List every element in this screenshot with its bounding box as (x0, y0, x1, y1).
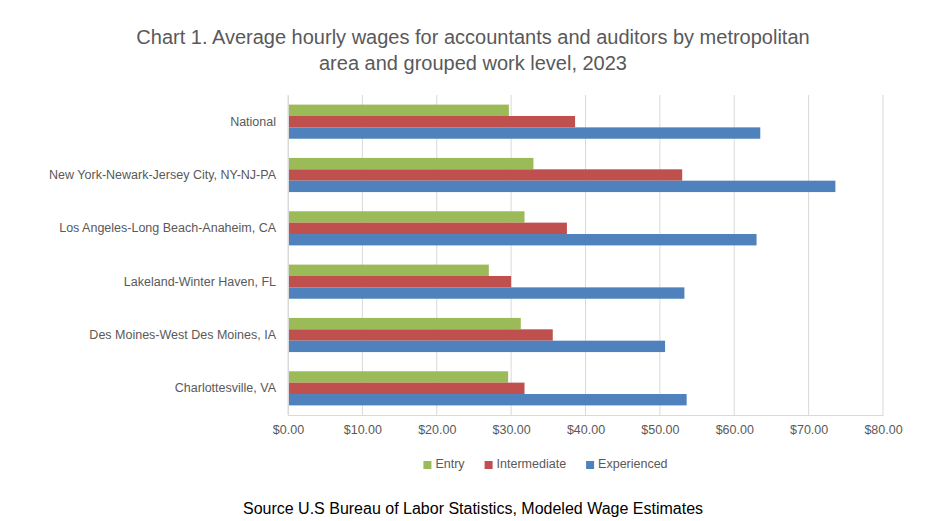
grid-line (511, 95, 512, 415)
bar (288, 234, 757, 245)
x-tick-label: $40.00 (567, 423, 605, 437)
bar (288, 276, 511, 287)
bar (288, 371, 508, 382)
bar (288, 105, 509, 116)
chart: Chart 1. Average hourly wages for accoun… (0, 0, 946, 521)
x-tick-label: $60.00 (716, 423, 754, 437)
x-tick-label: $50.00 (641, 423, 679, 437)
x-tick: $10.00 (344, 415, 382, 437)
x-tick-label: $70.00 (790, 423, 828, 437)
x-tick: $80.00 (864, 415, 902, 437)
y-tick: Lakeland-Winter Haven, FL (124, 275, 288, 289)
y-tick: Charlottesville, VA (175, 381, 288, 395)
bar (288, 116, 575, 127)
bars (288, 105, 835, 406)
bar (288, 169, 682, 180)
x-tick-label: $80.00 (864, 423, 902, 437)
x-tick: $50.00 (641, 415, 679, 437)
bar (288, 383, 525, 394)
plot-area: $0.00 $10.00 $20.00 $30.00 $40.00 $50.00 $60.0… (49, 95, 903, 437)
legend-label: Intermediate (497, 457, 567, 471)
y-tick-label: Los Angeles-Long Beach-Anaheim, CA (59, 221, 276, 235)
legend-swatch (485, 461, 493, 469)
legend: Entry Intermediate Experienced (423, 457, 667, 471)
grid-line (288, 95, 289, 415)
x-tick-label: $20.00 (418, 423, 456, 437)
grid-line (362, 95, 363, 415)
y-axis-line (288, 96, 289, 416)
grid-line (436, 95, 437, 415)
y-tick: Los Angeles-Long Beach-Anaheim, CA (59, 221, 288, 235)
bar (288, 329, 553, 340)
chart-title: Chart 1. Average hourly wages for accoun… (136, 26, 809, 74)
y-tick: National (230, 115, 288, 129)
x-axis-line (289, 415, 884, 416)
y-tick-label: National (230, 115, 276, 129)
x-tick: $60.00 (716, 415, 754, 437)
legend-swatch (586, 461, 594, 469)
bar (288, 127, 760, 138)
x-tick: $40.00 (567, 415, 605, 437)
legend-item: Experienced (586, 457, 668, 471)
grid-line (659, 95, 660, 415)
x-tick: $0.00 (273, 415, 304, 437)
x-tick-label: $30.00 (493, 423, 531, 437)
y-tick: Des Moines-West Des Moines, IA (89, 328, 288, 342)
x-tick: $70.00 (790, 415, 828, 437)
bar (288, 341, 665, 352)
bar (288, 158, 533, 169)
x-tick: $30.00 (493, 415, 531, 437)
legend-swatch (423, 461, 431, 469)
bar (288, 265, 489, 276)
x-tick: $20.00 (418, 415, 456, 437)
bar (288, 394, 687, 405)
legend-label: Experienced (598, 457, 668, 471)
grid-line (808, 95, 809, 415)
grid-line (585, 95, 586, 415)
legend-item: Intermediate (485, 457, 567, 471)
y-tick: New York-Newark-Jersey City, NY-NJ-PA (49, 168, 288, 182)
grid-line (734, 95, 735, 415)
bar (288, 318, 521, 329)
legend-label: Entry (435, 457, 465, 471)
y-tick-label: New York-Newark-Jersey City, NY-NJ-PA (49, 168, 277, 182)
x-tick-label: $10.00 (344, 423, 382, 437)
bar (288, 223, 567, 234)
x-tick-label: $0.00 (273, 423, 304, 437)
source-note: Source U.S Bureau of Labor Statistics, M… (243, 500, 703, 517)
bar-series (288, 116, 682, 394)
grid (288, 95, 883, 415)
bar (288, 181, 835, 192)
legend-item: Entry (423, 457, 465, 471)
y-axis: National New York-Newark-Jersey City, NY-… (49, 96, 288, 416)
bar (288, 211, 525, 222)
x-axis: $0.00 $10.00 $20.00 $30.00 $40.00 $50.00 $60.0… (273, 415, 903, 437)
bar (288, 287, 684, 298)
y-tick-label: Charlottesville, VA (175, 381, 277, 395)
grid-line (883, 95, 884, 415)
y-tick-label: Des Moines-West Des Moines, IA (89, 328, 276, 342)
y-tick-label: Lakeland-Winter Haven, FL (124, 275, 276, 289)
bar-series (288, 127, 835, 405)
